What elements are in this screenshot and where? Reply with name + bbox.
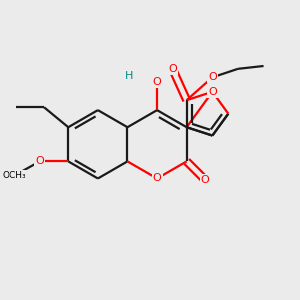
Text: H: H — [124, 71, 133, 81]
Text: O: O — [168, 64, 177, 74]
Text: O: O — [35, 156, 44, 167]
Text: OCH₃: OCH₃ — [2, 171, 26, 180]
Text: O: O — [153, 173, 161, 184]
Text: O: O — [201, 175, 209, 185]
Text: O: O — [208, 87, 217, 97]
Text: O: O — [208, 72, 217, 82]
Text: O: O — [153, 77, 161, 87]
